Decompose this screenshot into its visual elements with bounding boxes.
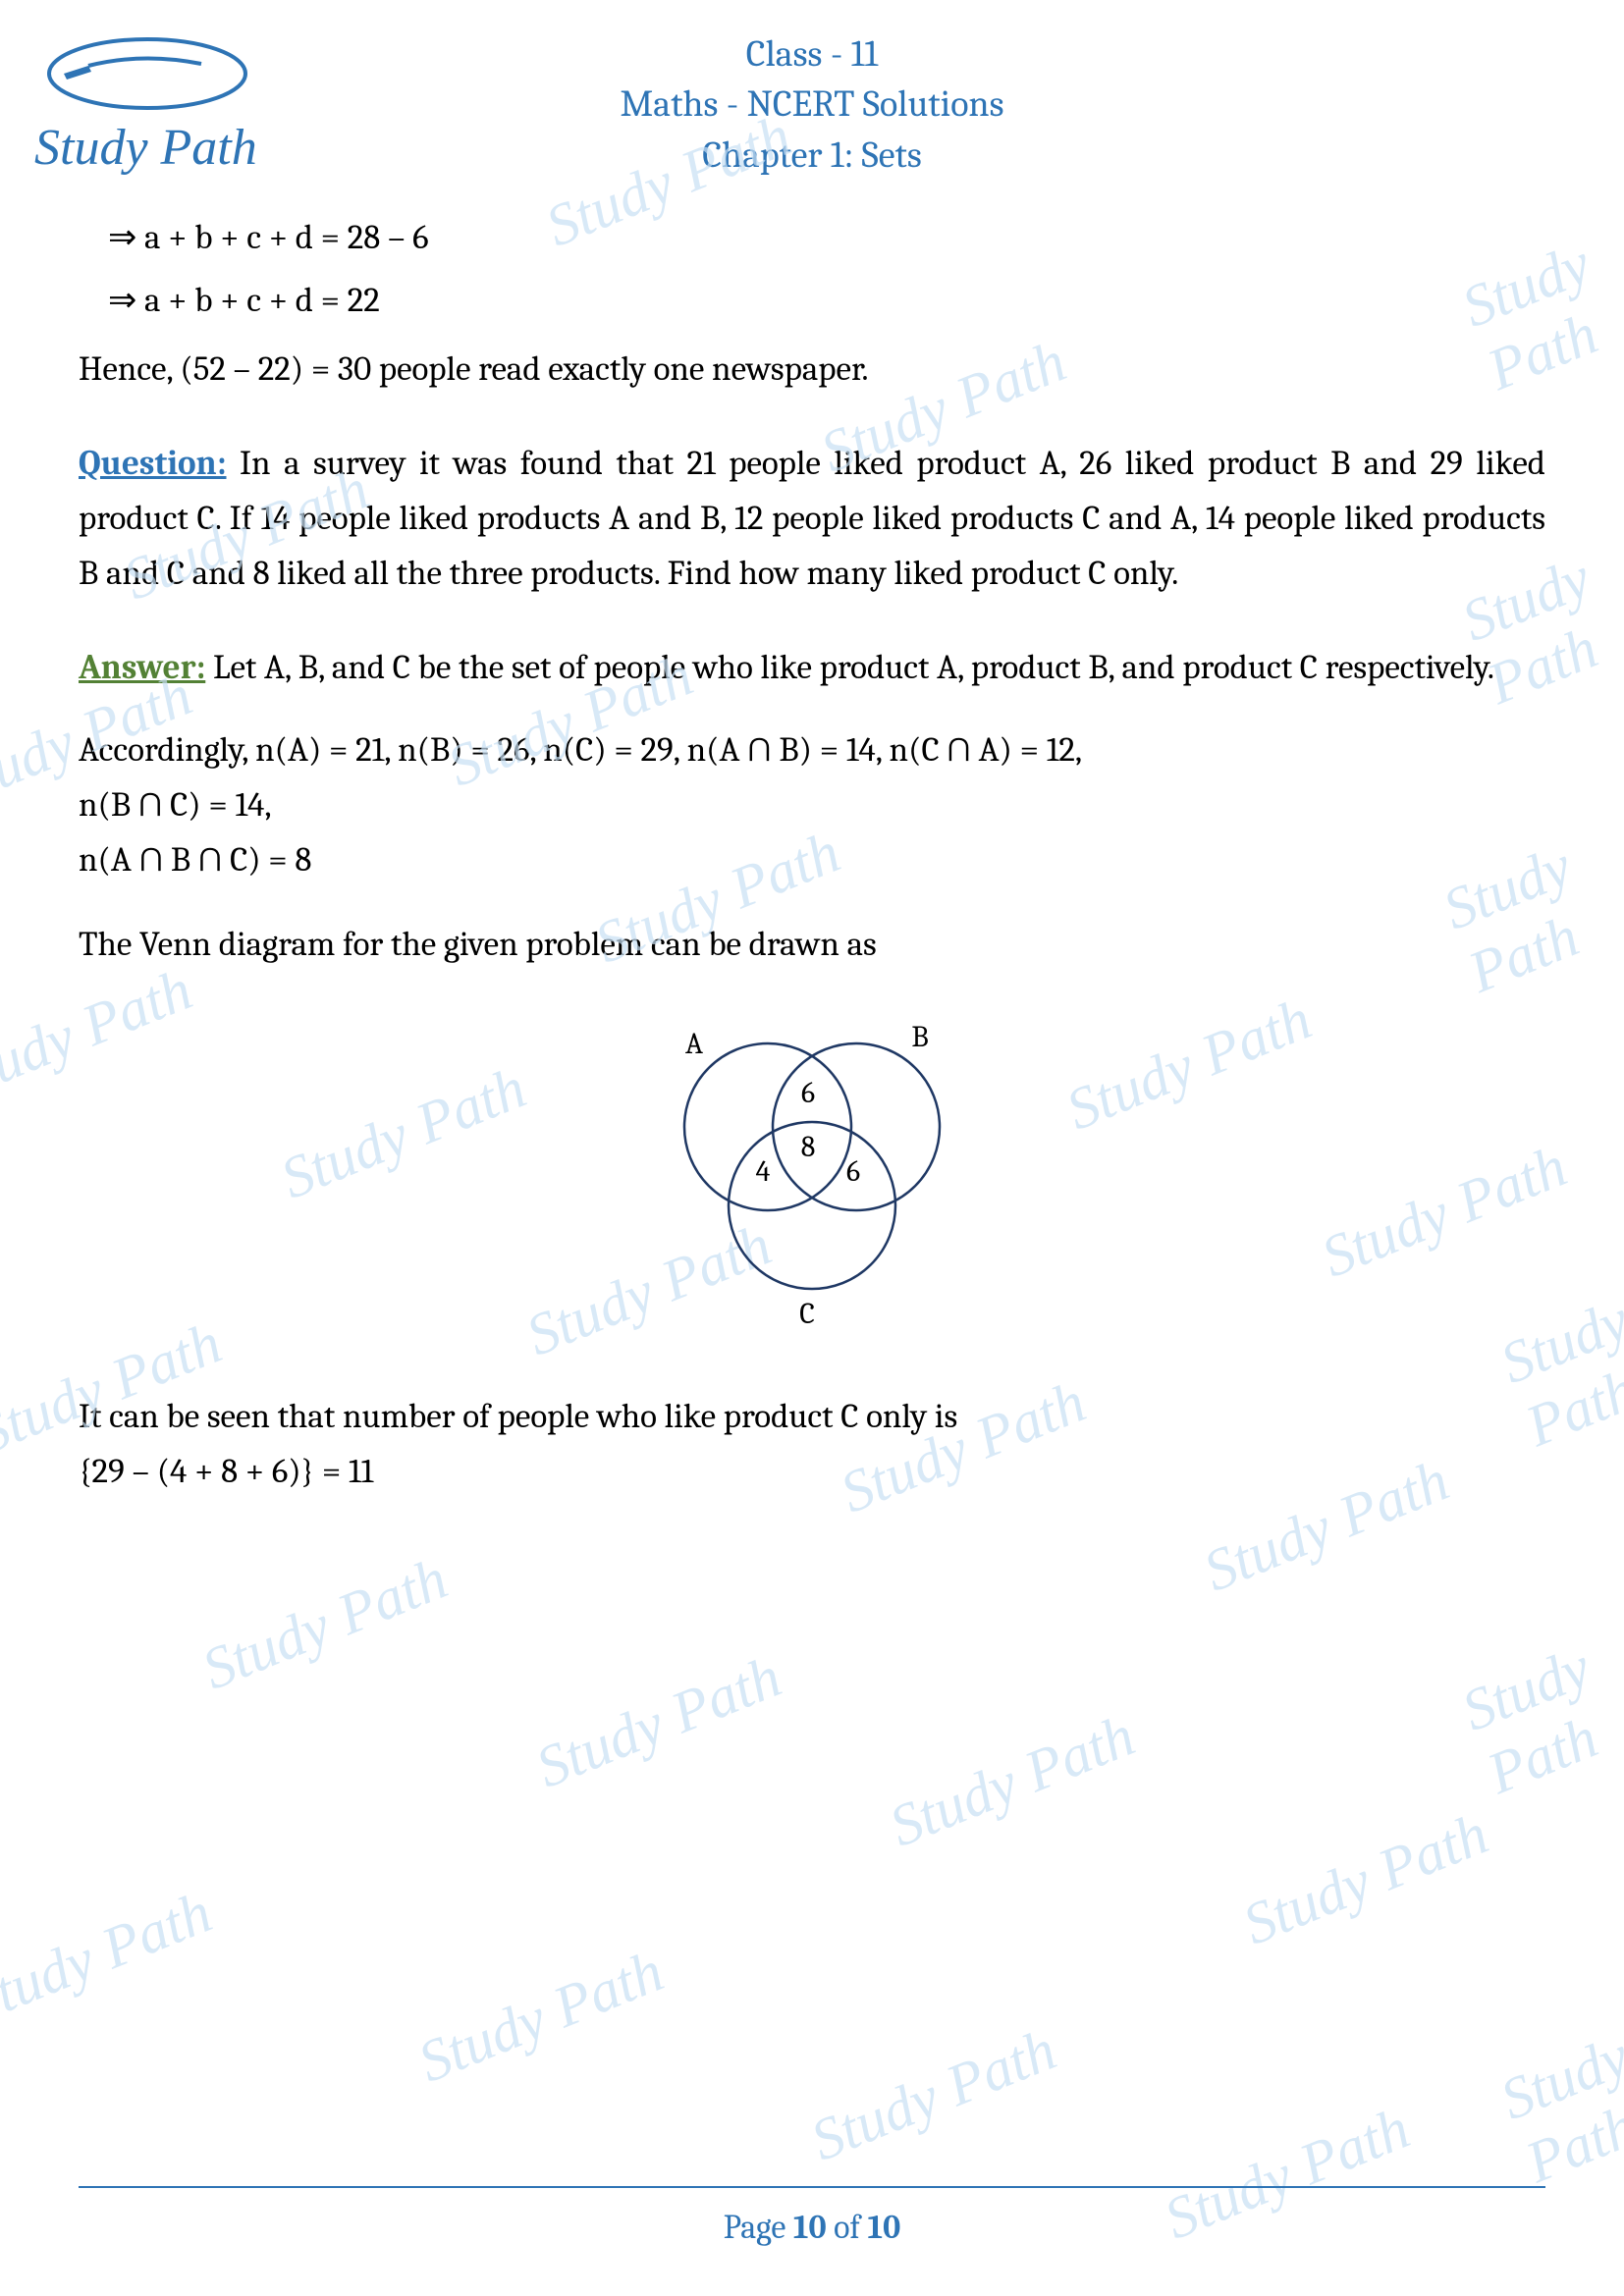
accordingly-line-1: Accordingly, n(A) = 21, n(B) = 26, n(C) … [79,722,1545,777]
watermark-text: Study Path [1453,1626,1624,1808]
svg-text:4: 4 [756,1154,771,1189]
accordingly-line-2: n(B ∩ C) = 14, [79,777,1545,832]
watermark-text: Study Path [802,2016,1065,2175]
equation-line-1: ⇒ a + b + c + d = 28 – 6 [79,210,1545,265]
conclusion-1: Hence, (52 – 22) = 30 people read exactl… [79,342,1545,397]
footer-total: 10 [868,2208,901,2247]
svg-text:8: 8 [801,1130,816,1164]
answer-intro-block: Answer: Let A, B, and C be the set of pe… [79,640,1545,695]
logo-text: Study Path [34,119,260,177]
answer-label: Answer: [79,647,205,687]
answer-intro: Let A, B, and C be the set of people who… [205,647,1494,687]
question-label: Question: [79,443,227,483]
watermark-text: Study Path [409,1938,673,2097]
final-line-2: {29 – (4 + 8 + 6)} = 11 [79,1444,1545,1499]
svg-text:6: 6 [801,1076,815,1110]
footer-prefix: Page [724,2208,793,2247]
svg-text:B: B [911,1020,928,1054]
page-content: ⇒ a + b + c + d = 28 – 6 ⇒ a + b + c + d… [0,181,1624,1499]
svg-text:A: A [685,1027,703,1061]
question-block: Question: In a survey it was found that … [79,436,1545,601]
venn-diagram-container: ABC6846 [79,999,1545,1360]
accordingly-line-3: n(A ∩ B ∩ C) = 8 [79,832,1545,887]
equation-line-2: ⇒ a + b + c + d = 22 [79,273,1545,328]
logo: Study Path [34,34,260,177]
svg-text:6: 6 [846,1154,860,1189]
venn-diagram: ABC6846 [635,999,989,1343]
venn-intro: The Venn diagram for the given problem c… [79,917,1545,972]
final-line-1: It can be seen that number of people who… [79,1389,1545,1444]
watermark-text: Study Path [527,1643,790,1802]
svg-text:C: C [799,1297,815,1331]
page-footer: Page 10 of 10 [0,2208,1624,2247]
footer-of: of [827,2208,868,2247]
question-text: In a survey it was found that 21 people … [79,443,1545,593]
watermark-text: Study Path [0,1879,221,2038]
watermark-text: Study Path [1491,2022,1624,2197]
watermark-text: Study Path [193,1545,457,1704]
watermark-text: Study Path [881,1702,1144,1861]
footer-page-num: 10 [793,2208,827,2247]
watermark-text: Study Path [1234,1800,1497,1959]
footer-divider [79,2186,1545,2188]
